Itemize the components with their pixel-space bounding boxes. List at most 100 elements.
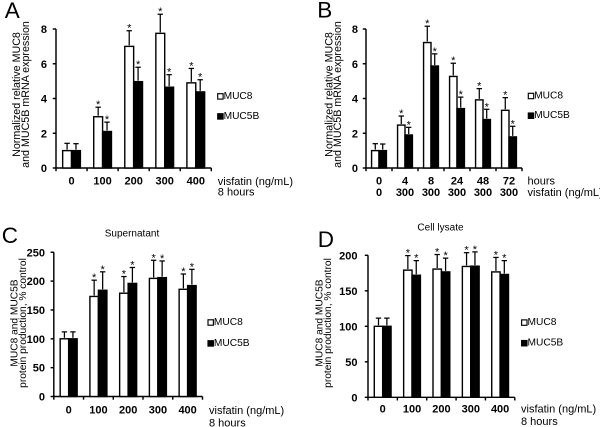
svg-text:8: 8 — [352, 24, 358, 36]
svg-text:and MUC5B mRNA expression: and MUC5B mRNA expression — [20, 21, 32, 168]
svg-text:150: 150 — [27, 305, 45, 317]
svg-text:8: 8 — [41, 24, 47, 36]
svg-text:100: 100 — [339, 321, 357, 333]
svg-text:72: 72 — [503, 176, 515, 188]
svg-text:4: 4 — [402, 176, 409, 188]
svg-text:8 hours: 8 hours — [218, 187, 255, 199]
svg-text:0: 0 — [352, 163, 358, 175]
svg-text:*: * — [464, 245, 469, 257]
svg-text:200: 200 — [124, 176, 142, 188]
svg-text:MUC8: MUC8 — [224, 91, 253, 102]
svg-text:8 hours: 8 hours — [209, 417, 246, 427]
svg-text:*: * — [494, 249, 499, 261]
svg-text:50: 50 — [33, 363, 45, 375]
svg-text:100: 100 — [27, 334, 45, 346]
svg-text:200: 200 — [119, 405, 137, 417]
svg-text:0: 0 — [66, 405, 72, 417]
svg-text:*: * — [151, 252, 156, 264]
svg-text:400: 400 — [178, 405, 196, 417]
svg-text:A: A — [5, 0, 20, 23]
svg-text:0: 0 — [376, 176, 382, 188]
svg-text:6: 6 — [352, 59, 358, 71]
svg-text:MUC5B: MUC5B — [214, 338, 250, 349]
svg-text:*: * — [136, 59, 141, 71]
svg-text:*: * — [443, 250, 448, 262]
svg-text:*: * — [127, 23, 132, 35]
svg-text:8 hours: 8 hours — [521, 416, 558, 427]
svg-text:MUC8: MUC8 — [214, 317, 243, 328]
svg-text:Cell lysate: Cell lysate — [417, 223, 464, 234]
svg-text:*: * — [406, 248, 411, 260]
svg-text:300: 300 — [462, 404, 480, 416]
svg-text:*: * — [158, 6, 163, 18]
svg-text:*: * — [425, 18, 430, 30]
svg-text:0: 0 — [39, 392, 45, 404]
svg-text:*: * — [92, 272, 97, 284]
svg-text:*: * — [459, 89, 464, 101]
svg-text:*: * — [130, 259, 135, 271]
svg-text:protein production, % control: protein production, % control — [18, 258, 29, 388]
svg-text:400: 400 — [187, 176, 205, 188]
svg-text:MUC8: MUC8 — [534, 90, 563, 101]
svg-text:100: 100 — [89, 405, 107, 417]
svg-text:Normalized relative MUC8: Normalized relative MUC8 — [11, 32, 23, 157]
svg-text:*: * — [105, 114, 110, 126]
svg-text:Normalized relative MUC8: Normalized relative MUC8 — [323, 32, 335, 157]
svg-text:*: * — [477, 81, 482, 93]
svg-text:MUC8: MUC8 — [528, 317, 557, 328]
svg-text:*: * — [414, 253, 419, 265]
svg-text:4: 4 — [352, 94, 359, 106]
svg-text:0: 0 — [376, 187, 382, 199]
svg-text:400: 400 — [491, 404, 509, 416]
svg-text:*: * — [502, 253, 507, 265]
svg-text:0: 0 — [41, 163, 47, 175]
svg-text:and MUC5B mRNA expression: and MUC5B mRNA expression — [332, 21, 344, 168]
svg-text:*: * — [433, 46, 438, 58]
svg-text:100: 100 — [93, 176, 111, 188]
svg-text:300: 300 — [422, 187, 440, 199]
svg-text:*: * — [160, 253, 165, 265]
svg-text:48: 48 — [477, 176, 489, 188]
svg-text:8: 8 — [428, 176, 434, 188]
svg-text:MUC8 and MUC5B: MUC8 and MUC5B — [10, 279, 21, 366]
svg-text:MUC8 and MUC5B: MUC8 and MUC5B — [315, 279, 326, 366]
svg-text:300: 300 — [500, 187, 518, 199]
svg-text:visfatin (ng/mL): visfatin (ng/mL) — [218, 176, 293, 188]
svg-text:*: * — [451, 55, 456, 67]
svg-text:*: * — [485, 101, 490, 113]
svg-text:0: 0 — [68, 176, 74, 188]
svg-text:0: 0 — [380, 404, 386, 416]
svg-text:Supernatant: Supernatant — [105, 229, 160, 240]
svg-text:*: * — [473, 244, 478, 256]
svg-text:protein production, % control: protein production, % control — [323, 258, 334, 388]
svg-text:*: * — [198, 72, 203, 84]
svg-text:*: * — [511, 118, 516, 130]
svg-text:C: C — [2, 223, 18, 248]
svg-text:0: 0 — [351, 392, 357, 404]
svg-text:*: * — [181, 266, 186, 278]
svg-text:*: * — [122, 269, 127, 281]
svg-text:visfatin (ng/mL): visfatin (ng/mL) — [528, 187, 600, 199]
svg-text:100: 100 — [403, 404, 421, 416]
svg-text:200: 200 — [27, 276, 45, 288]
svg-text:B: B — [317, 0, 332, 23]
svg-text:*: * — [189, 60, 194, 72]
svg-text:150: 150 — [339, 286, 357, 298]
svg-text:*: * — [167, 67, 172, 79]
svg-text:MUC5B: MUC5B — [534, 110, 570, 121]
svg-text:MUC5B: MUC5B — [224, 111, 260, 122]
svg-text:200: 200 — [339, 250, 357, 262]
svg-text:300: 300 — [474, 187, 492, 199]
svg-text:2: 2 — [41, 128, 47, 140]
svg-text:250: 250 — [27, 247, 45, 259]
svg-text:*: * — [503, 90, 508, 102]
svg-text:MUC5B: MUC5B — [528, 338, 564, 349]
svg-text:4: 4 — [41, 94, 48, 106]
svg-text:2: 2 — [352, 128, 358, 140]
svg-text:hours: hours — [528, 175, 556, 187]
svg-text:*: * — [101, 264, 106, 276]
svg-text:*: * — [96, 99, 101, 111]
svg-text:300: 300 — [156, 176, 174, 188]
svg-text:*: * — [190, 261, 195, 273]
svg-text:visfatin (ng/mL): visfatin (ng/mL) — [209, 405, 284, 417]
